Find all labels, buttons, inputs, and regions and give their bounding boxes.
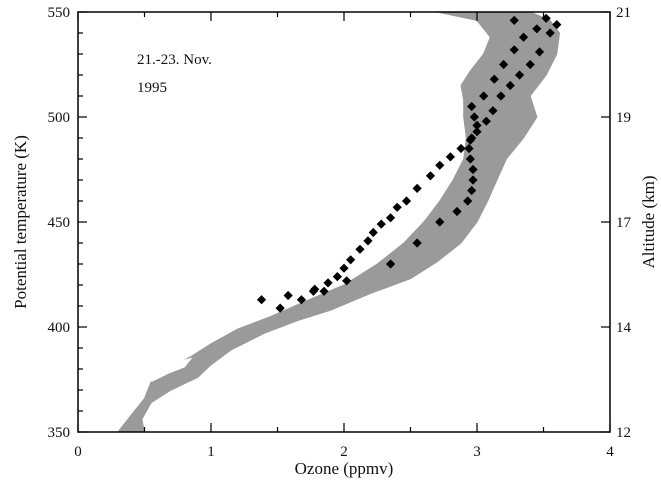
- data-point: [308, 286, 319, 296]
- x-tick-labels: 0 1 2 3 4: [74, 444, 614, 460]
- data-point: [463, 196, 473, 206]
- data-point: [376, 219, 386, 229]
- data-point: [469, 112, 479, 122]
- data-point: [323, 278, 333, 288]
- y2-tick-label: 14: [616, 320, 632, 336]
- data-point: [481, 116, 491, 126]
- data-point: [518, 32, 529, 42]
- data-point: [385, 213, 396, 223]
- data-point: [472, 120, 482, 130]
- ozone-range-band: [116, 11, 561, 433]
- annotation-line-1: 21.-23. Nov.: [137, 52, 212, 68]
- data-point: [532, 24, 542, 34]
- data-point: [435, 217, 445, 227]
- data-point: [464, 143, 474, 154]
- data-point: [496, 91, 506, 101]
- data-point: [256, 295, 267, 305]
- data-point: [275, 303, 285, 313]
- data-point: [445, 152, 455, 162]
- y2-tick-label: 21: [616, 5, 631, 21]
- data-point: [435, 160, 445, 170]
- data-point: [392, 202, 402, 212]
- x-tick-label: 1: [207, 444, 215, 460]
- data-point: [499, 59, 509, 70]
- data-point: [465, 154, 475, 164]
- data-point: [363, 236, 373, 246]
- data-point: [525, 59, 535, 70]
- data-point: [342, 276, 352, 286]
- range-band-gap: [150, 357, 193, 383]
- data-point: [412, 183, 422, 193]
- y-axis-title: Potential temperature (K): [11, 135, 30, 309]
- data-point: [545, 28, 555, 38]
- data-point: [368, 227, 378, 238]
- data-point: [479, 91, 489, 101]
- x-tick-label: 2: [340, 444, 348, 460]
- x-tick-label: 4: [606, 444, 614, 460]
- annotation-line-2: 1995: [137, 80, 167, 96]
- x-axis-title: Ozone (ppmv): [295, 459, 394, 478]
- y-tick-labels: 350 400 450 500 550: [48, 5, 71, 441]
- data-point: [467, 185, 477, 196]
- data-point: [283, 290, 293, 301]
- y-tick-label: 500: [48, 110, 71, 126]
- data-point: [552, 20, 562, 30]
- data-point: [472, 127, 482, 137]
- data-point: [346, 255, 356, 265]
- data-point: [468, 164, 478, 175]
- y2-tick-label: 17: [616, 215, 632, 231]
- data-point: [534, 47, 545, 57]
- data-point: [467, 133, 477, 143]
- data-point: [452, 206, 462, 217]
- data-point: [401, 196, 412, 206]
- data-point: [505, 80, 515, 91]
- data-point: [425, 171, 436, 181]
- y-tick-label: 350: [48, 425, 71, 441]
- data-point: [332, 272, 342, 282]
- y-tick-label: 550: [48, 5, 71, 21]
- y2-tick-labels: 12 14 17 19 21: [616, 5, 632, 441]
- data-point: [355, 244, 365, 254]
- data-point: [319, 286, 329, 296]
- data-point: [509, 15, 519, 25]
- axis-ticks: [77, 11, 611, 433]
- range-band-main: [116, 11, 561, 433]
- data-point: [467, 101, 477, 112]
- data-point: [296, 295, 307, 305]
- data-point: [456, 143, 466, 154]
- data-point: [514, 70, 525, 80]
- data-point: [488, 106, 498, 116]
- y2-tick-label: 12: [616, 425, 631, 441]
- ozone-measurement-points: [256, 13, 562, 313]
- y2-axis-title: Altitude (km): [639, 175, 658, 268]
- data-point: [385, 259, 396, 269]
- y2-tick-label: 19: [616, 110, 631, 126]
- data-point: [509, 45, 519, 55]
- data-point: [489, 74, 499, 84]
- data-point: [339, 263, 349, 273]
- y-tick-label: 400: [48, 320, 71, 336]
- data-point: [412, 238, 422, 248]
- data-point: [468, 175, 478, 185]
- x-tick-label: 3: [473, 444, 481, 460]
- y-tick-label: 450: [48, 215, 71, 231]
- x-tick-label: 0: [74, 444, 82, 460]
